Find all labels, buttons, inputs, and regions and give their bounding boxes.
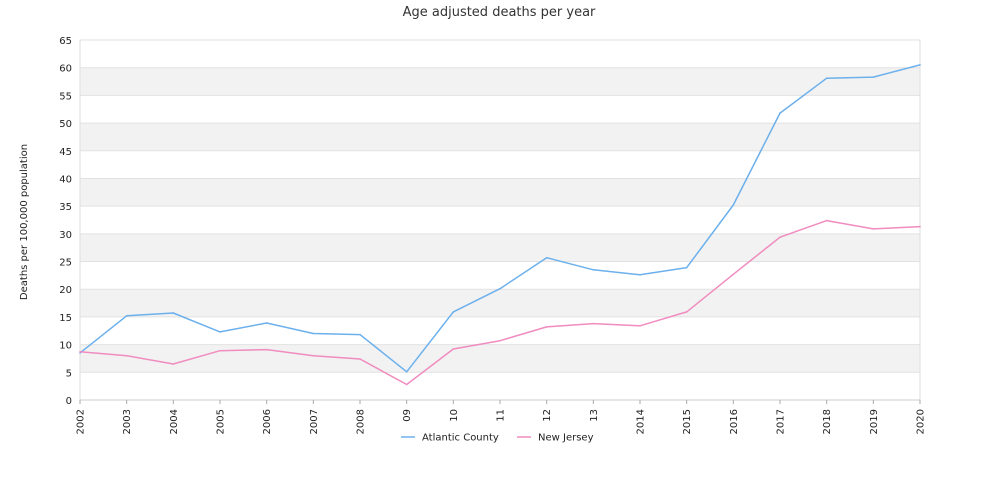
data-point[interactable] (405, 383, 408, 386)
background-band (80, 178, 920, 207)
data-point[interactable] (825, 219, 828, 222)
y-tick-label: 15 (59, 313, 72, 324)
data-point[interactable] (825, 77, 828, 80)
data-point[interactable] (219, 331, 221, 333)
data-point[interactable] (452, 348, 455, 350)
x-tick-label: 2016 (729, 409, 740, 434)
y-tick-label: 65 (59, 36, 72, 47)
data-point[interactable] (79, 351, 81, 353)
x-tick-label: 11 (496, 409, 507, 422)
y-tick-label: 40 (59, 174, 72, 185)
data-point[interactable] (779, 236, 781, 238)
x-tick-label: 2018 (822, 409, 833, 434)
y-tick-label: 50 (59, 119, 72, 130)
data-point[interactable] (125, 354, 128, 357)
y-tick-label: 30 (59, 230, 72, 241)
data-point[interactable] (499, 339, 501, 342)
background-band (80, 289, 920, 317)
x-tick-label: 2014 (636, 409, 647, 434)
x-tick-label: 2019 (869, 409, 880, 434)
data-point[interactable] (732, 204, 735, 206)
x-tick-label: 2003 (122, 409, 133, 434)
data-point[interactable] (639, 324, 641, 327)
data-point[interactable] (639, 274, 641, 276)
data-point[interactable] (919, 64, 921, 66)
y-axis-label: Deaths per 100,000 population (19, 144, 30, 300)
y-tick-label: 20 (59, 285, 72, 296)
data-point[interactable] (685, 311, 688, 313)
data-point[interactable] (499, 287, 501, 290)
x-tick-label: 2008 (356, 409, 367, 434)
background-band (80, 233, 920, 262)
y-tick-label: 60 (59, 64, 72, 75)
y-tick-labels: 0 5 10 15 20 25 30 35 40 45 50 55 60 65 (59, 36, 72, 407)
data-point[interactable] (872, 76, 875, 78)
x-tick-label: 2005 (216, 409, 227, 434)
data-point[interactable] (265, 322, 268, 324)
x-tick-label: 2020 (916, 409, 927, 434)
background-bands (80, 40, 920, 400)
y-tick-label: 5 (66, 368, 72, 379)
y-tick-label: 25 (59, 258, 72, 269)
data-point[interactable] (592, 322, 595, 325)
background-band (80, 67, 920, 96)
data-point[interactable] (359, 358, 361, 360)
y-tick-label: 55 (59, 91, 72, 102)
data-point[interactable] (312, 332, 315, 335)
x-tick-label: 2006 (262, 409, 273, 434)
y-tick-label: 10 (59, 341, 72, 352)
data-point[interactable] (545, 326, 548, 328)
x-tick-label: 2007 (309, 409, 320, 434)
background-band (80, 123, 920, 151)
data-point[interactable] (219, 349, 221, 352)
legend-label: Atlantic County (422, 433, 499, 444)
x-tick-label: 13 (589, 409, 600, 422)
x-tick-label: 2004 (169, 409, 180, 434)
y-tick-label: 35 (59, 202, 72, 213)
legend-item[interactable]: Atlantic County (401, 433, 499, 444)
data-point[interactable] (359, 333, 361, 336)
x-tick-label: 09 (402, 409, 413, 422)
data-point[interactable] (172, 312, 175, 314)
data-point[interactable] (125, 315, 128, 317)
legend-item[interactable]: New Jersey (517, 433, 594, 444)
data-point[interactable] (685, 266, 688, 269)
chart-title: Age adjusted deaths per year (403, 5, 596, 20)
gridlines (79, 39, 921, 401)
data-point[interactable] (779, 112, 781, 114)
x-tick-label: 2002 (76, 409, 87, 434)
data-point[interactable] (265, 348, 268, 351)
y-tick-label: 45 (59, 147, 72, 158)
x-tick-label: 12 (542, 409, 553, 422)
data-point[interactable] (452, 311, 455, 313)
data-point[interactable] (405, 370, 408, 373)
data-point[interactable] (545, 256, 548, 259)
data-point[interactable] (312, 354, 315, 357)
x-tick-label: 2015 (682, 409, 693, 434)
data-point[interactable] (732, 273, 735, 276)
x-tick-labels: 2002 2003 2004 2005 2006 2007 2008 09 10 11 12 13 20… (76, 400, 927, 434)
x-tick-label: 2017 (776, 409, 787, 434)
background-band (80, 344, 920, 373)
data-point[interactable] (172, 363, 175, 365)
data-point[interactable] (919, 225, 921, 228)
y-tick-label: 0 (66, 396, 72, 407)
series-lines (79, 64, 921, 386)
legend: Atlantic County New Jersey (401, 433, 594, 444)
data-point[interactable] (872, 228, 875, 230)
legend-label: New Jersey (538, 433, 594, 444)
data-point[interactable] (592, 269, 595, 271)
x-tick-label: 10 (449, 409, 460, 422)
